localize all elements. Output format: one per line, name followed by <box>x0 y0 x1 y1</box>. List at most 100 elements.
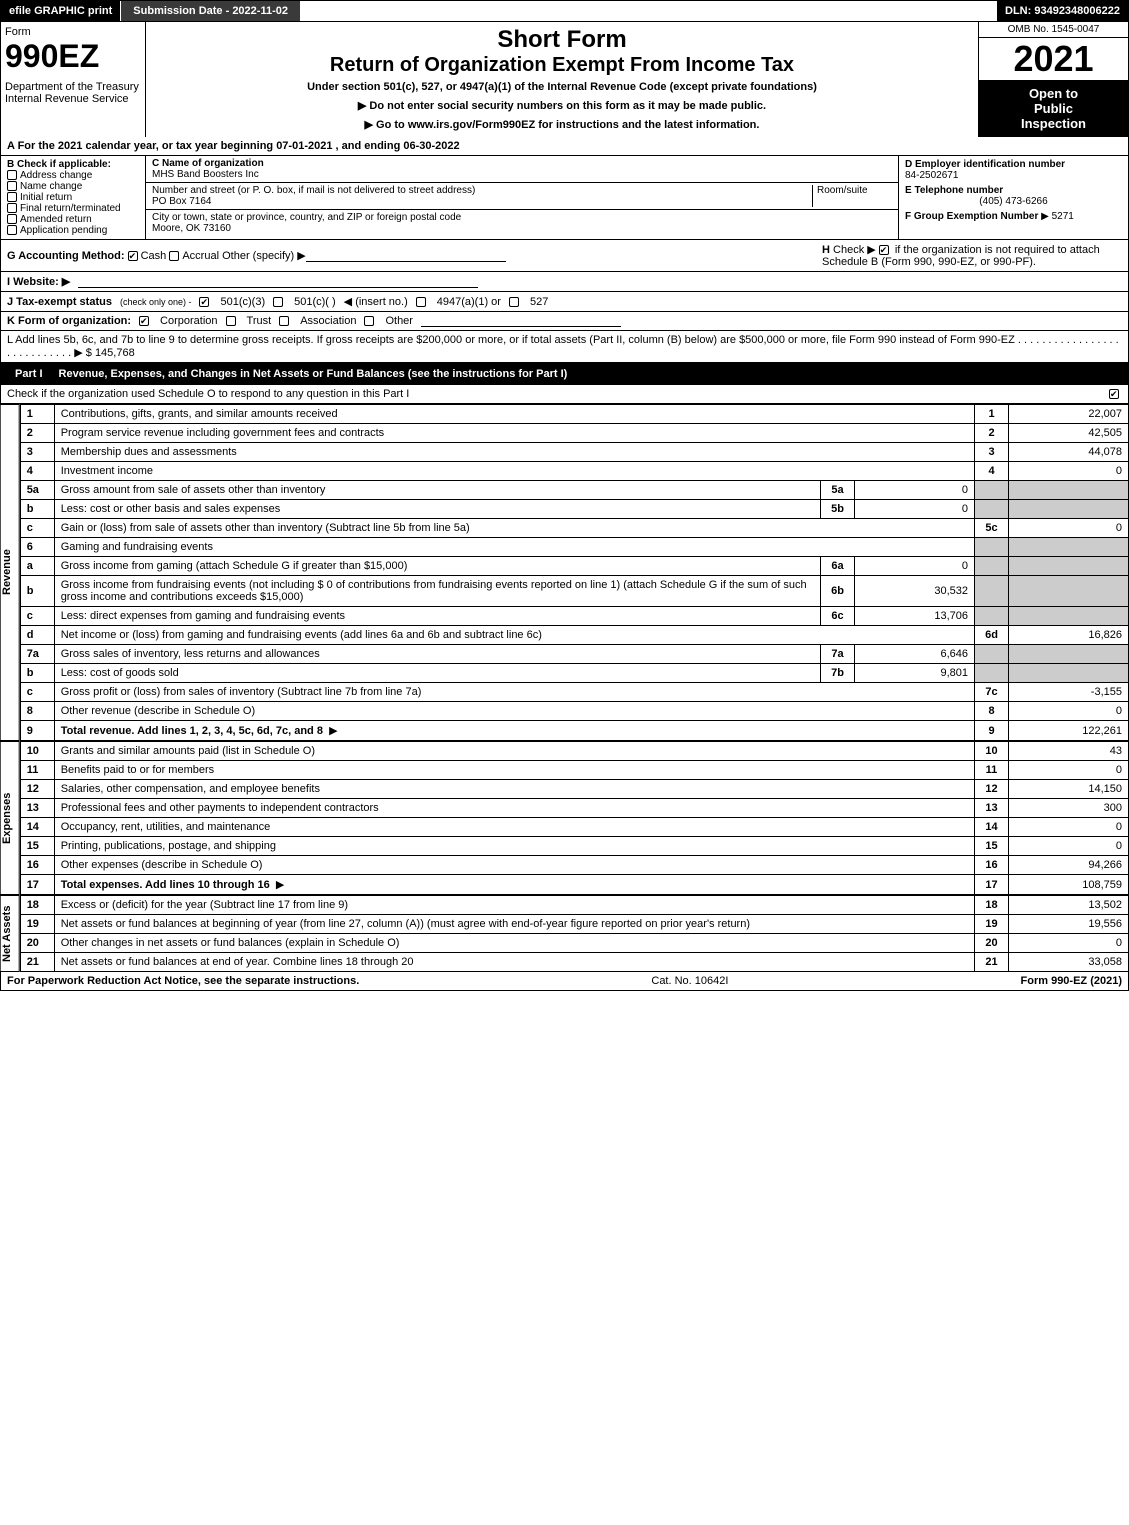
chk-4947a1[interactable] <box>416 297 426 307</box>
chk-other-org[interactable] <box>364 316 374 326</box>
line-amount: 300 <box>1009 799 1129 818</box>
line-row: aGross income from gaming (attach Schedu… <box>20 557 1128 576</box>
line-description: Occupancy, rent, utilities, and maintena… <box>54 818 974 837</box>
chk-application-pending[interactable]: Application pending <box>7 225 139 236</box>
line-amount: 43 <box>1009 742 1129 761</box>
page-footer: For Paperwork Reduction Act Notice, see … <box>0 972 1129 991</box>
line-number: 13 <box>20 799 54 818</box>
line-ref: 6d <box>975 626 1009 645</box>
chk-amended-return[interactable]: Amended return <box>7 214 139 225</box>
efile-print-button[interactable]: efile GRAPHIC print <box>1 1 121 21</box>
h-schedule-b: H Check ▶ if the organization is not req… <box>822 243 1122 268</box>
org-name-block: C Name of organization MHS Band Boosters… <box>146 156 898 183</box>
chk-501c[interactable] <box>273 297 283 307</box>
netassets-section: Net Assets 18Excess or (deficit) for the… <box>0 895 1129 972</box>
line-ref: 13 <box>975 799 1009 818</box>
subtitle: Under section 501(c), 527, or 4947(a)(1)… <box>154 81 970 93</box>
grey-cell <box>1009 481 1129 500</box>
line-description: Excess or (deficit) for the year (Subtra… <box>54 896 974 915</box>
line-number: 2 <box>20 424 54 443</box>
chk-cash[interactable] <box>128 251 138 261</box>
line-amount: 0 <box>1009 934 1129 953</box>
goto-link[interactable]: ▶ Go to www.irs.gov/Form990EZ for instru… <box>154 118 970 131</box>
line-description: Gain or (loss) from sale of assets other… <box>54 519 974 538</box>
line-description: Net assets or fund balances at beginning… <box>54 915 974 934</box>
line-ref: 7c <box>975 683 1009 702</box>
line-description: Gross profit or (loss) from sales of inv… <box>54 683 974 702</box>
line-ref: 3 <box>975 443 1009 462</box>
line-number: 14 <box>20 818 54 837</box>
chk-trust[interactable] <box>226 316 236 326</box>
line-row: bGross income from fundraising events (n… <box>20 576 1128 607</box>
side-label-revenue: Revenue <box>0 404 20 741</box>
subline-label: 6a <box>821 557 855 576</box>
chk-final-return[interactable]: Final return/terminated <box>7 203 139 214</box>
chk-accrual[interactable] <box>169 251 179 261</box>
chk-schedule-b-not-required[interactable] <box>879 245 889 255</box>
chk-association[interactable] <box>279 316 289 326</box>
line-description: Benefits paid to or for members <box>54 761 974 780</box>
chk-name-change[interactable]: Name change <box>7 181 139 192</box>
street-block: Number and street (or P. O. box, if mail… <box>146 183 898 210</box>
line-description: Program service revenue including govern… <box>54 424 974 443</box>
line-ref: 5c <box>975 519 1009 538</box>
grey-cell <box>1009 645 1129 664</box>
subline-label: 7a <box>821 645 855 664</box>
website-input[interactable] <box>78 276 478 288</box>
other-specify-input[interactable] <box>306 250 506 262</box>
line-number: 10 <box>20 742 54 761</box>
line-amount: 42,505 <box>1009 424 1129 443</box>
line-amount: 0 <box>1009 761 1129 780</box>
line-description: Less: cost of goods sold <box>54 664 820 683</box>
line-number: a <box>20 557 54 576</box>
form-header: Form 990EZ Department of the Treasury In… <box>0 22 1129 137</box>
grey-cell <box>975 664 1009 683</box>
column-b: B Check if applicable: Address change Na… <box>1 156 146 239</box>
d-ein-label: D Employer identification number <box>905 159 1122 170</box>
line-number: 17 <box>20 875 54 895</box>
subline-value: 0 <box>855 500 975 519</box>
chk-schedule-o-part1[interactable] <box>1109 389 1119 399</box>
grey-cell <box>975 607 1009 626</box>
row-j-tax-exempt: J Tax-exempt status(check only one) - 50… <box>0 292 1129 312</box>
line-row: 1Contributions, gifts, grants, and simil… <box>20 405 1128 424</box>
chk-initial-return[interactable]: Initial return <box>7 192 139 203</box>
part-i-check-o: Check if the organization used Schedule … <box>0 385 1129 404</box>
chk-527[interactable] <box>509 297 519 307</box>
line-row: 16Other expenses (describe in Schedule O… <box>20 856 1128 875</box>
line-description: Contributions, gifts, grants, and simila… <box>54 405 974 424</box>
line-row: 19Net assets or fund balances at beginni… <box>20 915 1128 934</box>
subline-value: 0 <box>855 481 975 500</box>
subline-value: 13,706 <box>855 607 975 626</box>
grey-cell <box>975 481 1009 500</box>
side-label-netassets: Net Assets <box>0 895 20 972</box>
line-amount: 13,502 <box>1009 896 1129 915</box>
dept-treasury: Department of the Treasury <box>5 81 141 93</box>
part-i-header: Part I Revenue, Expenses, and Changes in… <box>0 363 1129 385</box>
line-ref: 19 <box>975 915 1009 934</box>
line-number: c <box>20 683 54 702</box>
footer-catalog: Cat. No. 10642I <box>359 975 1020 987</box>
b-label: B Check if applicable: <box>7 159 139 170</box>
line-number: b <box>20 664 54 683</box>
line-row: 5aGross amount from sale of assets other… <box>20 481 1128 500</box>
revenue-table: 1Contributions, gifts, grants, and simil… <box>20 404 1129 741</box>
line-amount: 0 <box>1009 818 1129 837</box>
line-amount: 0 <box>1009 462 1129 481</box>
line-number: c <box>20 607 54 626</box>
line-number: d <box>20 626 54 645</box>
grey-cell <box>1009 538 1129 557</box>
line-row: 6Gaming and fundraising events <box>20 538 1128 557</box>
chk-address-change[interactable]: Address change <box>7 170 139 181</box>
line-amount: 122,261 <box>1009 721 1129 741</box>
line-row: 9Total revenue. Add lines 1, 2, 3, 4, 5c… <box>20 721 1128 741</box>
chk-501c3[interactable] <box>199 297 209 307</box>
side-label-expenses: Expenses <box>0 741 20 895</box>
grey-cell <box>1009 557 1129 576</box>
line-ref: 9 <box>975 721 1009 741</box>
other-org-input[interactable] <box>421 315 621 327</box>
grey-cell <box>1009 500 1129 519</box>
subline-label: 6c <box>821 607 855 626</box>
chk-corporation[interactable] <box>139 316 149 326</box>
line-number: 19 <box>20 915 54 934</box>
